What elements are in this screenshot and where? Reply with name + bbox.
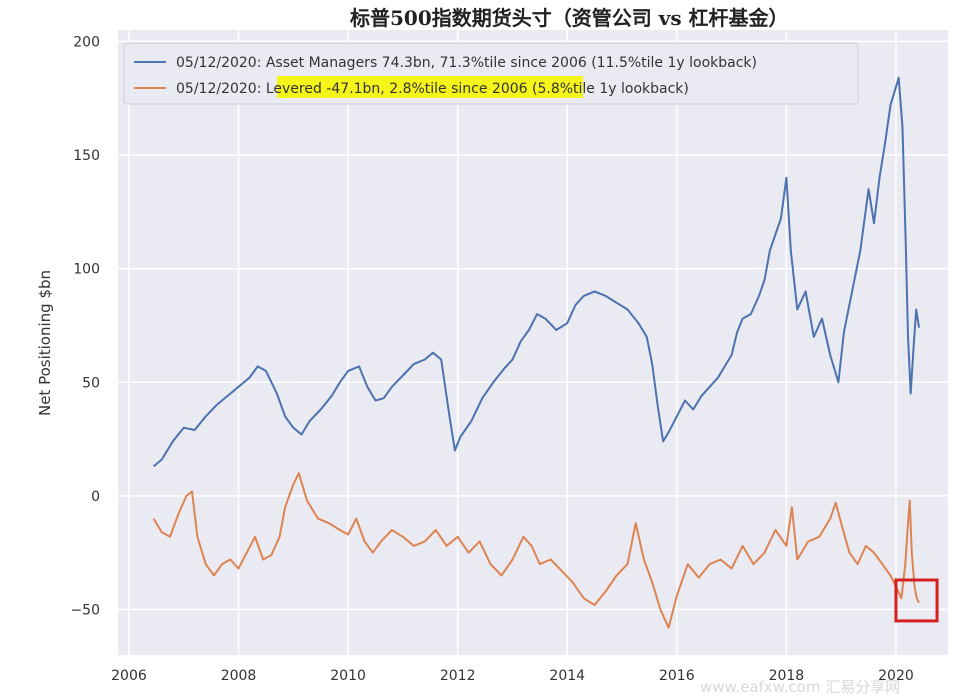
series-line-asset-managers — [152, 76, 920, 468]
legend-entry-levered: 05/12/2020: Levered -47.1bn, 2.8%tile si… — [176, 81, 689, 97]
grid — [118, 30, 948, 655]
x-tick-label: 2008 — [221, 668, 257, 684]
y-tick-label: −50 — [70, 603, 100, 619]
x-tick-label: 2010 — [330, 668, 366, 684]
y-tick-label: 150 — [73, 148, 100, 164]
x-tick-label: 2012 — [440, 668, 476, 684]
x-tick-label: 2020 — [878, 668, 914, 684]
y-tick-label: 50 — [82, 375, 100, 391]
chart-title: 标普500指数期货头寸（资管公司 vs 杠杆基金） — [350, 6, 789, 30]
series-layer — [152, 76, 920, 629]
legend[interactable]: 05/12/2020: Asset Managers 74.3bn, 71.3%… — [123, 42, 859, 105]
x-tick-label: 2014 — [549, 668, 585, 684]
legend-highlight — [277, 76, 583, 98]
x-tick-label: 2016 — [659, 668, 695, 684]
y-axis-label: Net Positioning $bn — [36, 270, 54, 416]
x-tick-label: 2018 — [769, 668, 805, 684]
x-tick-label: 2006 — [111, 668, 147, 684]
y-tick-label: 0 — [91, 489, 100, 505]
axis-ticks: 2006 2008 2010 2012 2014 2016 2018 2020 −50 0 50 10… — [70, 34, 913, 684]
y-tick-label: 100 — [73, 262, 100, 278]
y-tick-label: 200 — [73, 34, 100, 50]
legend-entry-asset-managers: 05/12/2020: Asset Managers 74.3bn, 71.3%… — [176, 55, 757, 71]
series-line-levered — [152, 472, 920, 629]
highlight-box — [894, 578, 939, 623]
watermark: www.eafxw.com 汇易分享网 — [700, 678, 900, 696]
